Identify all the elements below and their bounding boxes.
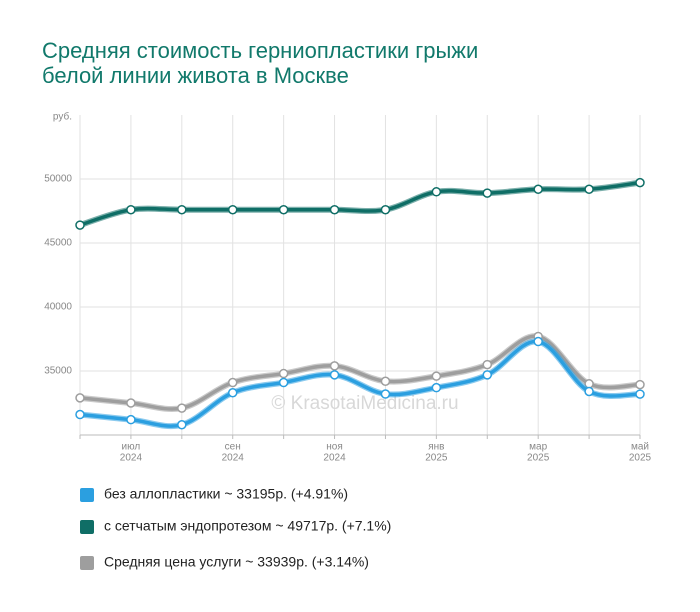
series-line bbox=[79, 180, 641, 227]
point bbox=[278, 377, 289, 388]
y-unit: руб. bbox=[53, 111, 72, 123]
legend-label: без аллопластики ~ 33195р. (+4.91%) bbox=[104, 486, 348, 502]
point bbox=[380, 389, 391, 399]
point bbox=[278, 204, 289, 215]
legend-label: Средняя цена услуги ~ 33939р. (+3.14%) bbox=[104, 554, 369, 570]
y-tick-label: 40000 bbox=[44, 302, 72, 313]
point bbox=[227, 388, 238, 398]
legend-swatch bbox=[80, 556, 94, 570]
point bbox=[635, 379, 645, 390]
point bbox=[482, 370, 493, 380]
y-tick-label: 45000 bbox=[44, 238, 72, 249]
y-tick-label: 50000 bbox=[44, 174, 72, 185]
x-tick-label: сен bbox=[225, 442, 241, 453]
point bbox=[177, 403, 187, 413]
point bbox=[533, 336, 543, 347]
y-tick-label: 35000 bbox=[44, 366, 72, 377]
point bbox=[227, 377, 238, 388]
x-tick-label: ноя bbox=[326, 442, 343, 453]
point bbox=[126, 204, 136, 215]
point bbox=[380, 376, 391, 386]
point bbox=[380, 204, 391, 215]
x-tick-label: 2024 bbox=[120, 453, 143, 464]
x-tick-label: июл bbox=[122, 442, 141, 453]
point bbox=[584, 386, 594, 397]
point bbox=[584, 184, 594, 194]
x-tick-label: 2025 bbox=[527, 453, 550, 464]
point bbox=[126, 398, 136, 408]
x-tick-label: 2024 bbox=[222, 453, 245, 464]
point bbox=[635, 177, 645, 188]
point bbox=[177, 420, 187, 430]
legend-swatch bbox=[80, 520, 94, 534]
point bbox=[75, 220, 85, 230]
point bbox=[329, 204, 340, 215]
point bbox=[75, 409, 85, 420]
point bbox=[329, 361, 340, 371]
point bbox=[431, 371, 442, 381]
point bbox=[227, 204, 238, 215]
chart-title: белой линии живота в Москве bbox=[42, 63, 349, 88]
point bbox=[533, 184, 543, 194]
x-tick-label: янв bbox=[428, 442, 444, 453]
point bbox=[75, 393, 85, 403]
chart-title: Средняя стоимость герниопластики грыжи bbox=[42, 38, 478, 63]
point bbox=[126, 414, 136, 425]
point bbox=[482, 188, 493, 198]
point bbox=[431, 382, 442, 393]
point bbox=[177, 204, 187, 215]
point bbox=[482, 359, 493, 370]
point bbox=[635, 389, 645, 399]
x-tick-label: 2024 bbox=[323, 453, 346, 464]
point bbox=[431, 187, 442, 197]
legend-swatch bbox=[80, 488, 94, 502]
x-tick-label: мар bbox=[529, 442, 547, 453]
x-tick-label: май bbox=[631, 442, 649, 453]
watermark: © KrasotaiMedicina.ru bbox=[271, 393, 458, 414]
point bbox=[278, 368, 289, 379]
x-tick-label: 2025 bbox=[425, 453, 448, 464]
x-tick-label: 2025 bbox=[629, 453, 652, 464]
legend-label: с сетчатым эндопротезом ~ 49717р. (+7.1%… bbox=[104, 518, 391, 534]
point bbox=[329, 370, 340, 380]
